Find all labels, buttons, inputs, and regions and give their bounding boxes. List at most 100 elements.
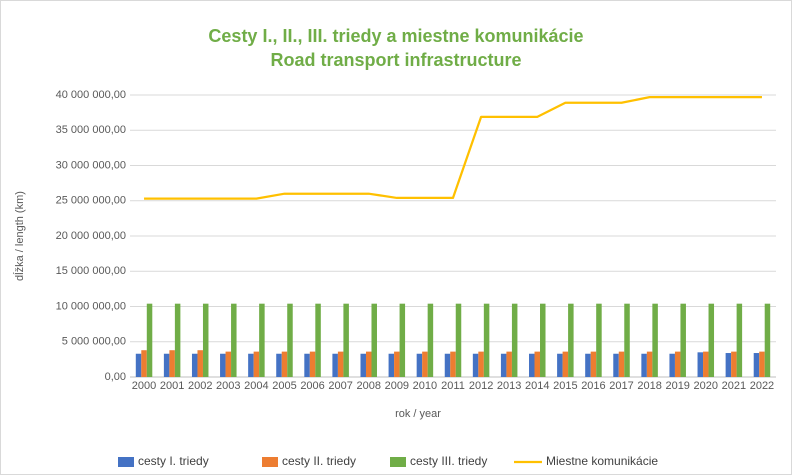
bar — [613, 353, 619, 377]
x-tick-label: 2011 — [441, 380, 465, 392]
bar — [388, 353, 395, 377]
bar — [759, 351, 765, 377]
bar — [304, 353, 310, 377]
bar — [315, 303, 321, 377]
bar — [146, 303, 153, 377]
legend-label: cesty I. triedy — [138, 454, 209, 468]
bar — [697, 352, 704, 377]
x-tick-label: 2001 — [160, 380, 184, 392]
bar — [365, 351, 372, 377]
bar — [736, 303, 743, 377]
x-tick-label: 2020 — [694, 380, 718, 392]
y-tick-label: 15 000 000,00 — [56, 265, 126, 277]
bar — [287, 303, 293, 377]
chart-subtitle: Road transport infrastructure — [270, 50, 521, 70]
bar — [259, 303, 265, 377]
y-tick-label: 25 000 000,00 — [56, 195, 126, 207]
x-tick-label: 2009 — [385, 380, 409, 392]
y-tick-label: 5 000 000,00 — [62, 336, 126, 348]
bar — [646, 351, 653, 377]
x-tick-label: 2015 — [553, 380, 577, 392]
bar — [422, 351, 428, 377]
legend-swatch — [262, 457, 278, 467]
y-tick-label: 20 000 000,00 — [56, 230, 126, 242]
x-tick-label: 2022 — [750, 380, 774, 392]
x-tick-label: 2002 — [188, 380, 212, 392]
y-tick-label: 0,00 — [105, 371, 126, 383]
bar — [618, 351, 625, 377]
bar — [483, 303, 490, 377]
bar — [135, 353, 142, 377]
x-tick-label: 2014 — [525, 380, 549, 392]
y-tick-label: 35 000 000,00 — [56, 124, 126, 136]
bar — [669, 353, 675, 377]
line-series — [144, 95, 762, 200]
bar — [427, 303, 434, 377]
bar — [472, 353, 479, 377]
bar — [174, 303, 181, 377]
bar — [534, 351, 541, 377]
bar — [371, 303, 377, 377]
bar — [191, 353, 198, 377]
bar — [511, 303, 518, 377]
bar — [276, 353, 282, 377]
x-tick-label: 2012 — [469, 380, 493, 392]
bar — [641, 353, 647, 377]
bar — [708, 303, 715, 377]
bar — [585, 353, 591, 377]
x-tick-label: 2019 — [665, 380, 689, 392]
x-tick-label: 2017 — [609, 380, 633, 392]
legend-label: Miestne komunikácie — [546, 454, 658, 468]
bar — [652, 303, 658, 377]
bar — [231, 303, 237, 377]
bar — [506, 351, 512, 377]
x-tick-label: 2003 — [216, 380, 240, 392]
bar — [624, 303, 630, 377]
bar — [163, 353, 170, 377]
x-tick-label: 2000 — [132, 380, 156, 392]
bar — [202, 303, 209, 377]
bar — [253, 351, 260, 377]
x-tick-label: 2006 — [300, 380, 324, 392]
bar — [225, 351, 232, 377]
x-tick-label: 2008 — [356, 380, 380, 392]
x-tick-label: 2010 — [413, 380, 437, 392]
bar — [731, 351, 737, 377]
bar — [562, 351, 569, 377]
bar — [703, 351, 709, 377]
bar — [568, 303, 574, 377]
legend-swatch — [118, 457, 134, 467]
bar — [529, 353, 535, 377]
legend-label: cesty III. triedy — [410, 454, 487, 468]
bar — [399, 303, 406, 377]
x-tick-label: 2013 — [497, 380, 521, 392]
legend-swatch — [390, 457, 406, 467]
chart-title: Cesty I., II., III. triedy a miestne kom… — [208, 26, 583, 46]
y-tick-label: 40 000 000,00 — [56, 89, 126, 101]
bar — [169, 350, 175, 377]
bar — [394, 351, 400, 377]
y-axis-label: dĺžka / length (km) — [13, 191, 26, 281]
bar — [450, 351, 456, 377]
bar — [455, 303, 462, 377]
x-tick-label: 2016 — [581, 380, 605, 392]
bar — [343, 303, 349, 377]
bar — [444, 353, 451, 377]
bar — [197, 350, 203, 377]
bar — [500, 353, 507, 377]
bar — [540, 303, 546, 377]
bar — [337, 351, 344, 377]
bar — [332, 353, 338, 377]
x-axis-label: rok / year — [395, 408, 441, 420]
bar — [416, 353, 423, 377]
bar — [680, 303, 686, 377]
bar — [141, 350, 147, 377]
bar — [248, 353, 254, 377]
bar — [360, 353, 366, 377]
bar — [478, 351, 484, 377]
bar — [309, 351, 316, 377]
bar — [674, 351, 681, 377]
bar — [725, 353, 732, 377]
